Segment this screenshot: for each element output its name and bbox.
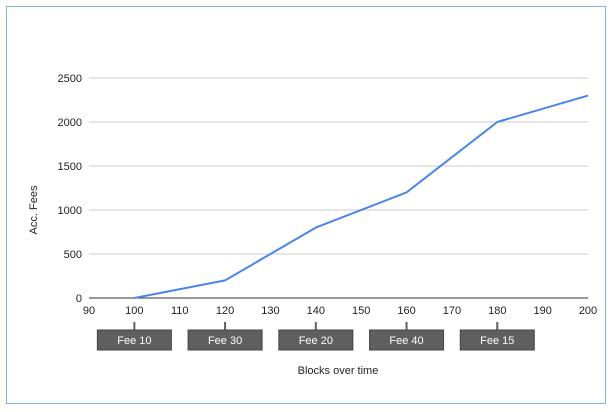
annotation-box — [369, 329, 445, 351]
x-axis-title: Blocks over time — [298, 365, 379, 377]
annotations-layer: Fee 10 Fee 30 Fee 20 Fee 40 Fee 15 — [96, 322, 535, 351]
y-axis-title: Acc. Fees — [28, 185, 40, 234]
x-tick-label: 110 — [171, 305, 189, 317]
series-layer — [134, 94, 589, 299]
x-tick-label: 200 — [579, 305, 597, 317]
grid-lines — [89, 77, 588, 299]
x-tick-label: 90 — [83, 305, 95, 317]
x-tick-label: 150 — [352, 305, 370, 317]
y-tick-label: 2000 — [58, 117, 82, 129]
x-axis-ticks: 90 100 110 120 130 140 150 160 170 180 190 200 — [83, 305, 597, 317]
x-tick-label: 180 — [488, 305, 506, 317]
annotation-box — [459, 329, 535, 351]
annotation-label: Fee 30 — [208, 335, 242, 347]
y-tick-label: 2500 — [58, 73, 82, 85]
x-tick-label: 160 — [397, 305, 415, 317]
annotation-label: Fee 15 — [480, 335, 514, 347]
y-axis-ticks: 0 500 1000 1500 2000 2500 — [58, 73, 82, 305]
x-tick-label: 140 — [307, 305, 325, 317]
y-tick-label: 500 — [64, 249, 82, 261]
y-tick-label: 1500 — [58, 161, 82, 173]
y-tick-label: 0 — [76, 293, 82, 305]
annotation-box — [187, 329, 263, 351]
x-tick-label: 190 — [533, 305, 551, 317]
annotation-box — [278, 329, 354, 351]
x-tick-label: 100 — [125, 305, 143, 317]
annotation-label: Fee 40 — [389, 335, 423, 347]
annotation-box — [96, 329, 172, 351]
x-tick-label: 170 — [443, 305, 461, 317]
y-tick-label: 1000 — [58, 205, 82, 217]
annotation-label: Fee 20 — [299, 335, 333, 347]
x-tick-label: 120 — [216, 305, 234, 317]
x-tick-label: 130 — [261, 305, 279, 317]
series-line — [134, 94, 589, 299]
annotation-label: Fee 10 — [117, 335, 151, 347]
